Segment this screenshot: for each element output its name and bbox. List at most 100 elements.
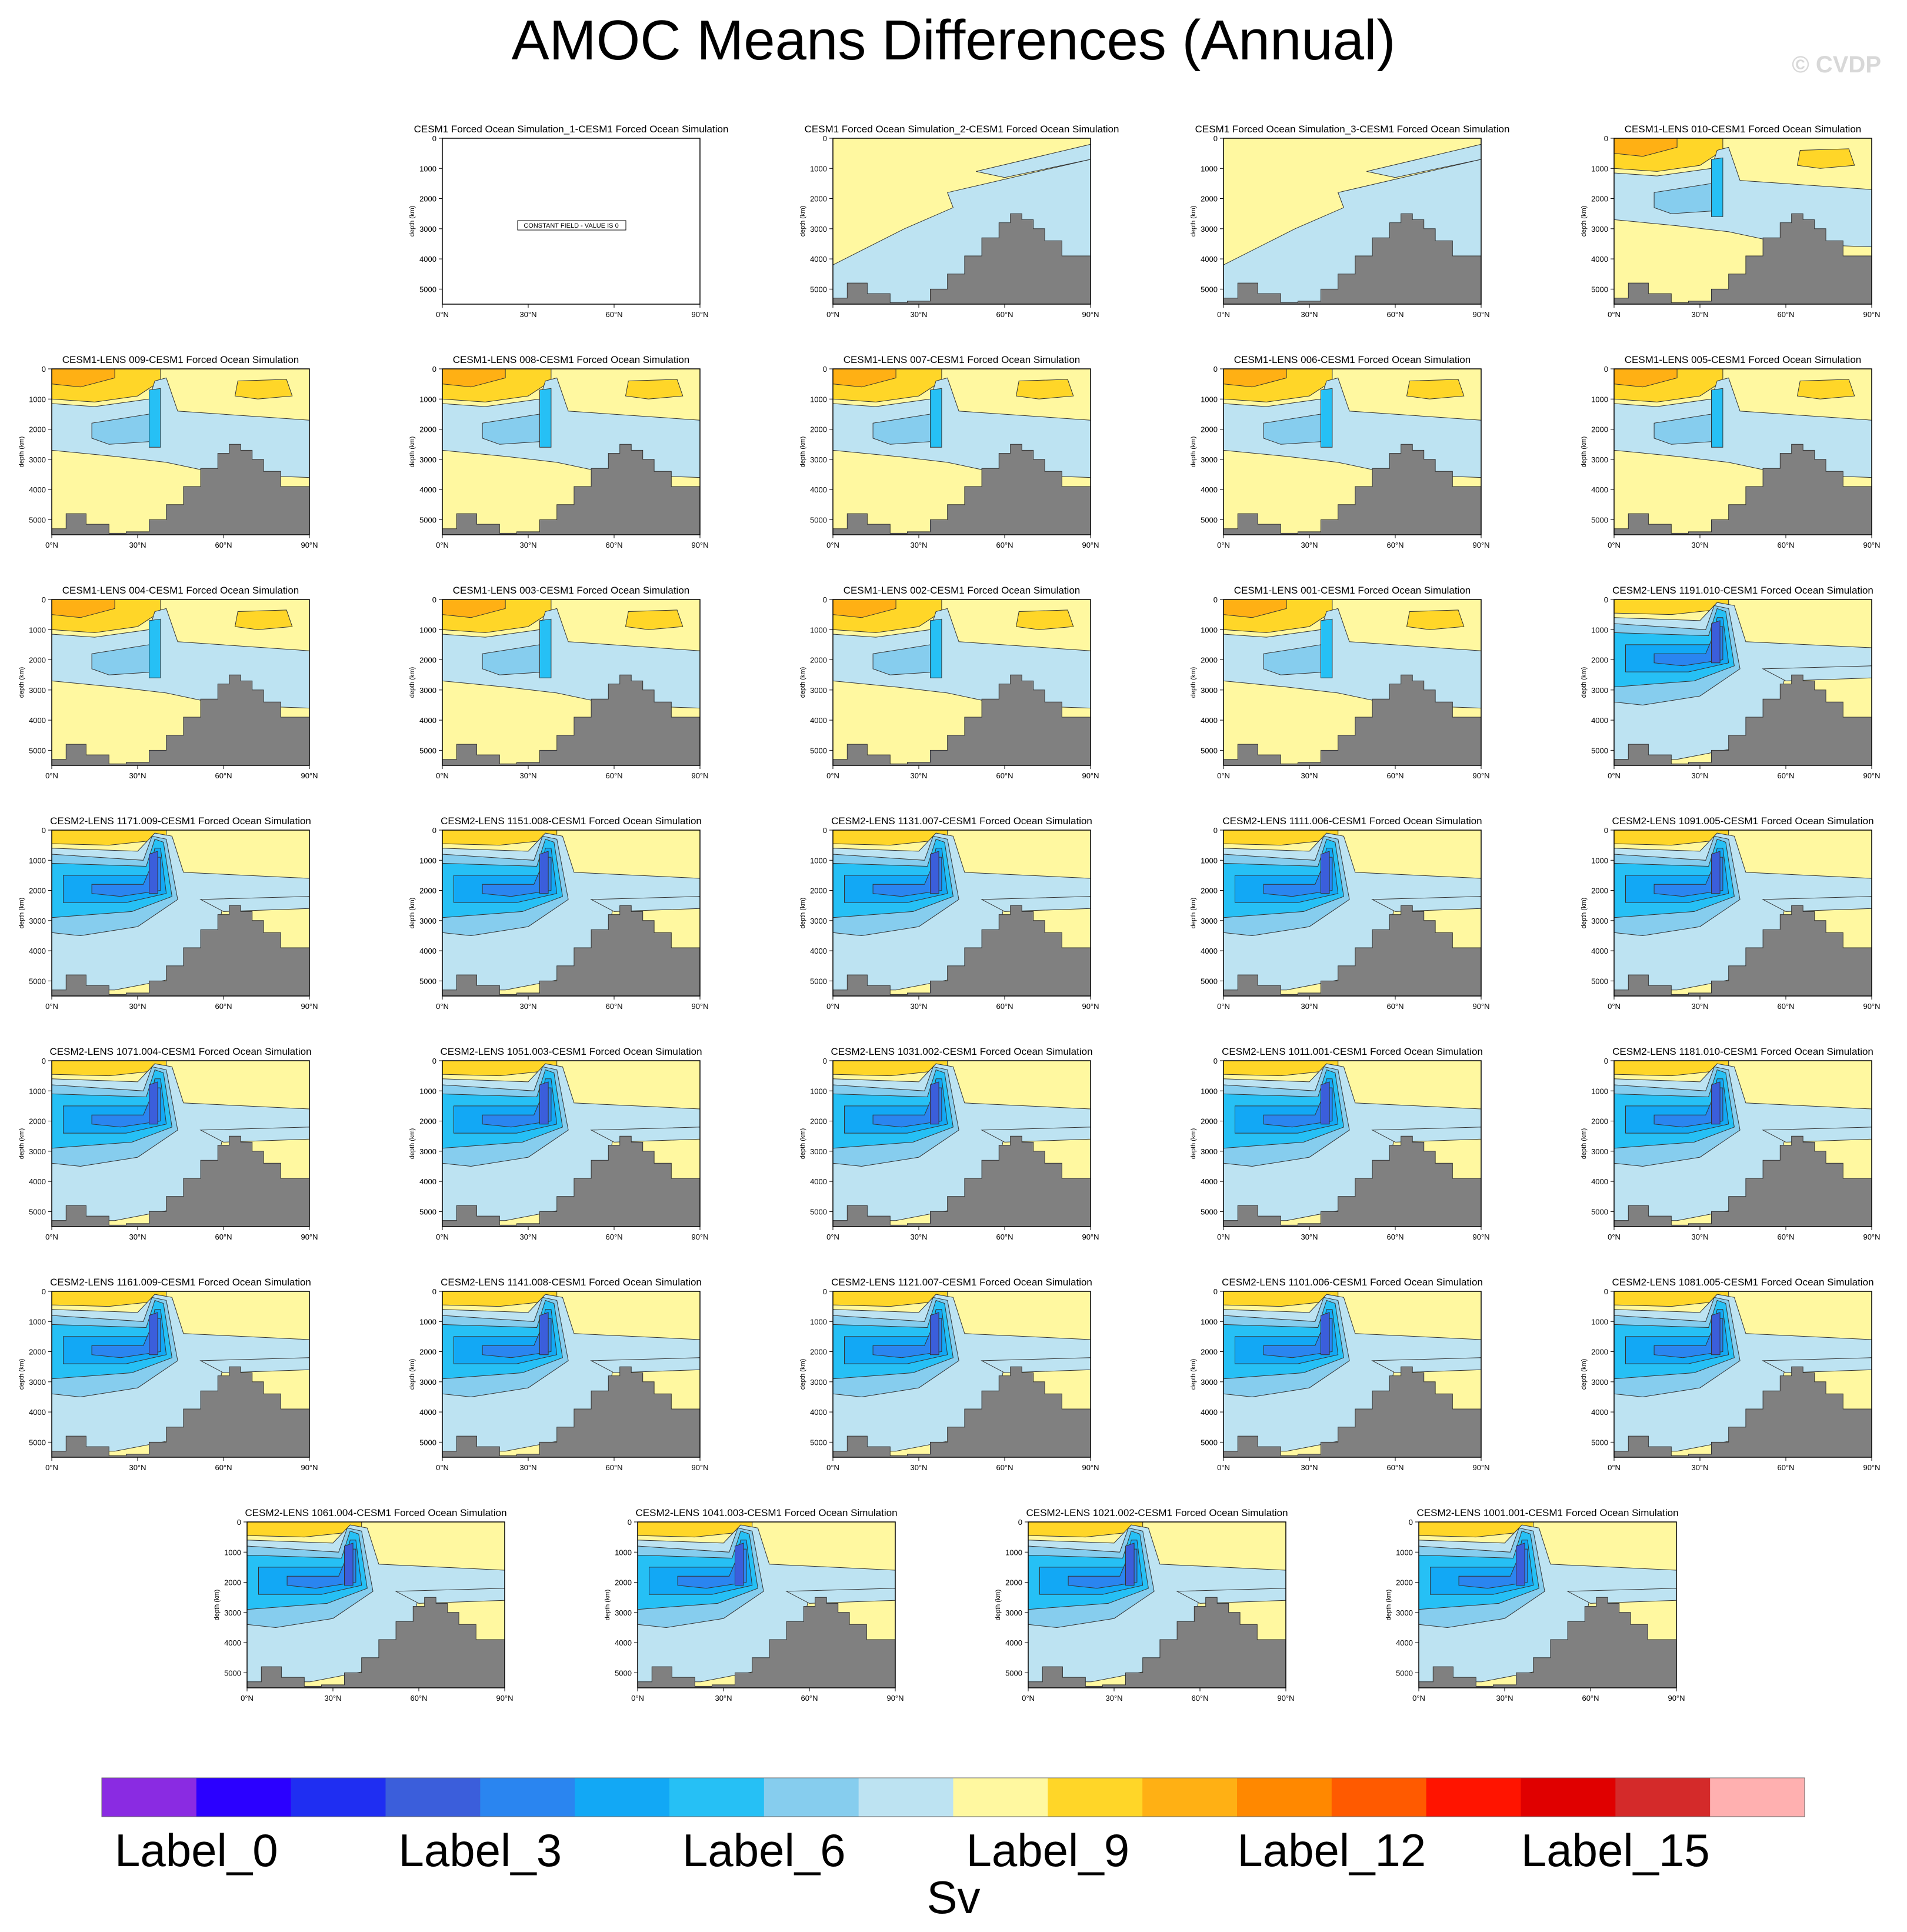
y-tick-label: 1000 (29, 1087, 46, 1095)
amoc-panel: CESM2-LENS 1161.009-CESM1 Forced Ocean S… (16, 1274, 345, 1493)
x-tick-label: 60°N (1386, 541, 1403, 549)
contour-region (1406, 379, 1465, 399)
contour-field (638, 1522, 895, 1688)
y-tick-label: 5000 (29, 1438, 46, 1447)
x-tick-label: 30°N (129, 1002, 146, 1011)
y-tick-label: 2000 (1201, 1117, 1218, 1126)
amoc-panel: CESM2-LENS 1111.006-CESM1 Forced Ocean S… (1188, 812, 1516, 1031)
x-tick-label: 60°N (605, 1233, 622, 1241)
panel-title: CESM1-LENS 010-CESM1 Forced Ocean Simula… (1625, 124, 1862, 135)
plot-frame (1223, 1291, 1482, 1458)
amoc-panel: CESM1-LENS 002-CESM1 Forced Ocean Simula… (798, 582, 1126, 801)
x-tick-label: 30°N (519, 1463, 536, 1472)
x-tick-label: 90°N (301, 541, 318, 549)
x-tick-label: 90°N (1668, 1694, 1685, 1703)
y-tick-label: 2000 (419, 425, 436, 434)
contour-region (1614, 138, 1678, 157)
contour-region (930, 618, 942, 678)
panel-title: CESM1-LENS 003-CESM1 Forced Ocean Simula… (453, 585, 690, 596)
colorbar-label: Label_0 (115, 1824, 278, 1876)
colorbar-label: Label_12 (1237, 1824, 1426, 1876)
panel-title: CESM2-LENS 1031.002-CESM1 Forced Ocean S… (831, 1046, 1092, 1057)
contour-region (52, 1291, 167, 1307)
x-tick-label: 0°N (1608, 1233, 1621, 1241)
plot-frame (1613, 830, 1872, 997)
amoc-panel: CESM2-LENS 1091.005-CESM1 Forced Ocean S… (1579, 812, 1907, 1031)
contour-region (286, 1548, 356, 1589)
x-tick-label: 30°N (1691, 1463, 1708, 1472)
plot-frame (1613, 599, 1872, 766)
contour-region (52, 369, 115, 388)
x-tick-label: 90°N (691, 541, 708, 549)
contour-region (1068, 1548, 1138, 1589)
x-tick-label: 90°N (1082, 310, 1099, 319)
contour-region (482, 857, 552, 897)
panel-plot: CESM1-LENS 010-CESM1 Forced Ocean Simula… (1581, 124, 1881, 319)
panel-plot: CESM2-LENS 1011.001-CESM1 Forced Ocean S… (1190, 1046, 1490, 1241)
bathymetry (1223, 444, 1481, 535)
contour-region (344, 1543, 354, 1586)
contour-region (1653, 626, 1723, 667)
panel-plot: CESM1-LENS 008-CESM1 Forced Ocean Simula… (409, 354, 709, 549)
y-axis-label: depth (km) (18, 1128, 25, 1160)
contour-region (735, 1543, 744, 1586)
panel-plot: CESM1-LENS 009-CESM1 Forced Ocean Simula… (18, 354, 318, 549)
y-tick-label: 4000 (1591, 1408, 1608, 1417)
contour-region (482, 1318, 552, 1358)
panel-title: CESM1 Forced Ocean Simulation_2-CESM1 Fo… (805, 124, 1119, 135)
y-tick-label: 1000 (810, 1317, 827, 1326)
panel-plot: CESM2-LENS 1131.007-CESM1 Forced Ocean S… (799, 815, 1099, 1011)
contour-region (833, 1061, 948, 1077)
contour-region (930, 388, 942, 448)
x-tick-label: 0°N (1217, 1233, 1230, 1241)
plot-frame (51, 599, 310, 766)
y-tick-label: 2000 (1201, 1348, 1218, 1357)
x-tick-label: 60°N (1582, 1694, 1599, 1703)
contour-region (1321, 1312, 1330, 1355)
plot-frame (51, 830, 310, 997)
panel-plot: CESM1-LENS 007-CESM1 Forced Ocean Simula… (799, 354, 1099, 549)
panel-title: CESM2-LENS 1051.003-CESM1 Forced Ocean S… (440, 1046, 702, 1057)
y-tick-label: 2000 (29, 656, 46, 665)
contour-region (247, 1522, 362, 1538)
y-axis-label: depth (km) (799, 437, 806, 468)
contour-region (625, 609, 684, 630)
x-tick-label: 0°N (45, 1233, 58, 1241)
contour-region (1263, 414, 1327, 445)
y-tick-label: 3000 (1591, 225, 1608, 234)
y-tick-label: 0 (432, 595, 436, 604)
contour-field (1614, 1061, 1872, 1227)
x-tick-label: 60°N (801, 1694, 818, 1703)
y-axis-label: depth (km) (1190, 1359, 1197, 1390)
contour-region (149, 388, 161, 448)
y-tick-label: 4000 (419, 255, 436, 264)
y-axis-label: depth (km) (799, 1128, 806, 1160)
y-tick-label: 4000 (1201, 947, 1218, 955)
y-tick-label: 5000 (1201, 746, 1218, 755)
bathymetry (833, 213, 1091, 304)
y-tick-label: 3000 (419, 686, 436, 695)
panel-title: CESM2-LENS 1141.008-CESM1 Forced Ocean S… (441, 1277, 702, 1288)
plot-frame (832, 830, 1091, 997)
y-tick-label: 3000 (1201, 225, 1218, 234)
panel-plot: CESM1-LENS 001-CESM1 Forced Ocean Simula… (1190, 585, 1490, 780)
y-tick-label: 3000 (1396, 1608, 1413, 1617)
contour-region (442, 369, 506, 388)
contour-region (1614, 830, 1729, 846)
contour-region (1711, 1081, 1721, 1125)
y-tick-label: 5000 (419, 746, 436, 755)
y-tick-label: 1000 (1201, 1317, 1218, 1326)
x-tick-label: 60°N (1386, 1233, 1403, 1241)
contour-region (1614, 599, 1729, 615)
y-axis-label: depth (km) (1581, 206, 1588, 237)
x-tick-label: 0°N (45, 771, 58, 780)
contour-region (1516, 1543, 1525, 1586)
x-tick-label: 30°N (1301, 1233, 1318, 1241)
bathymetry (1614, 1366, 1872, 1457)
x-tick-label: 30°N (129, 541, 146, 549)
y-tick-label: 2000 (1591, 1117, 1608, 1126)
y-tick-label: 1000 (1591, 856, 1608, 865)
contour-region (1653, 183, 1718, 214)
amoc-panel: CESM1 Forced Ocean Simulation_2-CESM1 Fo… (798, 121, 1126, 339)
figure-title: AMOC Means Differences (Annual) (511, 9, 1396, 72)
